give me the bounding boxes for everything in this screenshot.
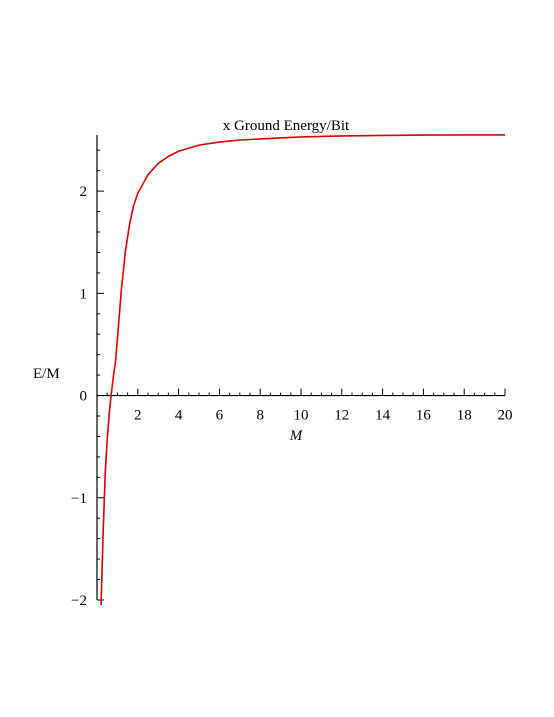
x-axis-label: M [289,428,304,444]
x-tick-label: 20 [498,408,513,424]
y-tick-label: 2 [80,184,88,200]
axes [96,135,505,600]
x-tick-label: 12 [334,408,349,424]
x-tick-label: 4 [175,408,183,424]
x-tick-label: 2 [134,408,142,424]
series-line [100,134,505,606]
x-tick-label: 18 [457,408,472,424]
chart-title: x Ground Energy/Bit [223,118,350,134]
y-tick-label: −2 [71,593,87,609]
x-tick-label: 10 [294,408,309,424]
y-tick-label: 1 [80,286,88,302]
x-tick-label: 16 [416,408,432,424]
y-tick-label: 0 [80,389,88,405]
y-tick-label: −1 [71,491,87,507]
x-tick-label: 6 [216,408,224,424]
x-tick-label: 14 [375,408,391,424]
x-tick-label: 8 [256,408,264,424]
y-axis-label: E/M [33,366,60,382]
